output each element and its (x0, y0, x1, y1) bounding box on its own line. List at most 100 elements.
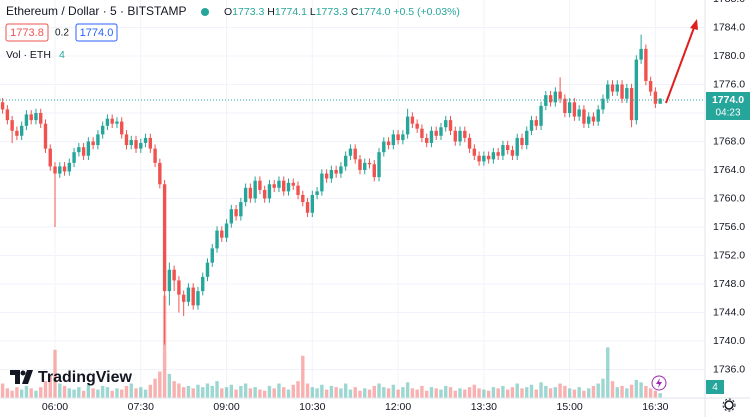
candle-body (448, 120, 453, 131)
l-value: 1773.3 (316, 6, 348, 18)
candle-body (348, 148, 353, 156)
candle-body (34, 113, 38, 121)
bid: 1773.8 (10, 27, 44, 39)
volume-bar (544, 385, 548, 398)
candle-body (477, 155, 481, 162)
l-label: L (310, 6, 316, 18)
candle-body (262, 189, 267, 199)
volume-bar (143, 389, 148, 398)
candle-body (191, 287, 195, 306)
candle-body (544, 95, 548, 106)
ask-box[interactable] (75, 23, 118, 42)
volume-bar (658, 393, 662, 398)
volume-bar (329, 385, 334, 398)
candle-body (572, 102, 577, 117)
candle-body (239, 202, 243, 217)
candle-body (43, 123, 48, 149)
candle-body (610, 84, 615, 92)
candle-body (305, 202, 310, 213)
candle-body (91, 141, 95, 146)
h-label: H (267, 6, 275, 18)
x-tick-label: 12:00 (385, 401, 411, 413)
volume-bar (448, 387, 453, 398)
volume-bar (363, 388, 367, 398)
volume-value: 4 (59, 49, 65, 61)
y-tick-label: 1784.0 (713, 21, 745, 33)
candle-body (134, 140, 138, 149)
volume-tag (706, 380, 724, 394)
candle-body (124, 134, 129, 146)
volume-bar (96, 389, 100, 398)
candle-body (243, 187, 248, 203)
volume-bar (205, 383, 210, 398)
candle-body (372, 164, 376, 178)
candle-body (258, 180, 262, 190)
volume-bar (629, 384, 634, 398)
volume-bar (477, 388, 481, 398)
candle-body (248, 187, 253, 199)
change: +0.5 (+0.03%) (393, 6, 460, 18)
ohlc: O1773.3 H1774.1 L1773.3 C1774.0 +0.5 (+0… (224, 6, 460, 18)
volume-bar (291, 384, 295, 398)
candle-body (286, 182, 291, 192)
volume-bar (201, 387, 205, 398)
volume-bar (420, 385, 424, 398)
candle-body (291, 182, 295, 186)
candle-body (410, 116, 415, 124)
candle-body (148, 137, 153, 149)
y-tick-label: 1756.0 (713, 221, 745, 233)
volume-bar (162, 295, 167, 398)
candle-body (420, 128, 424, 138)
candle-body (0, 102, 5, 110)
volume-bar (124, 385, 129, 398)
candle-body (653, 91, 658, 104)
candle-body (196, 291, 200, 306)
volume-bar (429, 387, 434, 398)
volume-bar (243, 383, 248, 398)
candle-body (577, 109, 581, 117)
candle-body (386, 141, 391, 146)
candle-body (377, 152, 381, 178)
candle-body (591, 116, 596, 122)
candle-body (606, 84, 610, 99)
c-value: 1774.0 (358, 6, 390, 18)
candle-body (634, 59, 639, 121)
volume-bar (453, 390, 457, 398)
candle-body (234, 209, 238, 217)
candle-body (48, 148, 52, 167)
candle-body (444, 120, 448, 128)
volume-label: Vol · ETH (6, 49, 51, 61)
volume-bar (520, 388, 524, 398)
volume-bar (401, 387, 405, 398)
volume-bar (410, 388, 415, 398)
candle-body (15, 130, 19, 136)
candle-layer (0, 34, 662, 345)
candle-body (310, 194, 315, 213)
volume-bar (210, 385, 214, 398)
y-tick-label: 1740.0 (713, 335, 745, 347)
volume-bar (553, 387, 558, 398)
volume-bar (472, 384, 477, 398)
volume-bar (191, 388, 195, 398)
candle-body (505, 145, 510, 151)
volume-bar (62, 385, 67, 398)
x-tick-label: 06:00 (42, 401, 68, 413)
settings-icon[interactable] (722, 398, 736, 412)
volume-bar (596, 383, 600, 398)
candle-body (439, 127, 443, 136)
volume-bar (0, 383, 5, 398)
candle-body (648, 80, 653, 92)
volume-bar (248, 388, 253, 398)
volume-bar (620, 385, 624, 398)
bid-box[interactable] (5, 23, 49, 42)
x-tick-label: 09:00 (213, 401, 239, 413)
volume-bar (177, 383, 181, 398)
volume-bar (386, 388, 391, 398)
candle-body (24, 114, 29, 126)
candle-body (658, 98, 662, 104)
volume-bar (267, 385, 272, 398)
y-tick-label: 1788.0 (713, 0, 745, 5)
volume-bar (324, 389, 329, 398)
y-tick-label: 1776.0 (713, 78, 745, 90)
volume-bar (253, 387, 257, 398)
